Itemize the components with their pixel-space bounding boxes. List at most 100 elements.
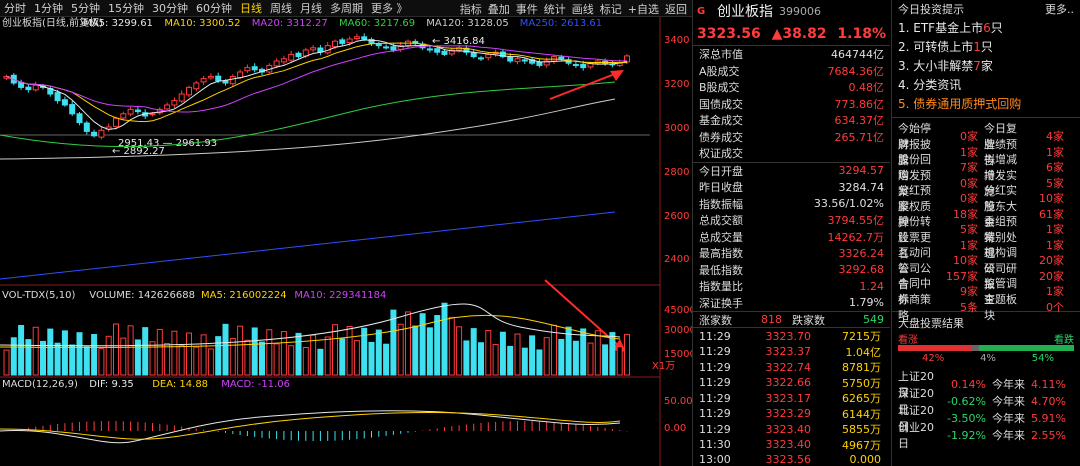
candle bbox=[156, 108, 163, 114]
stat-row[interactable]: 互动问答 10家 机构调研 20家 bbox=[892, 244, 1080, 275]
tool-0[interactable]: 指标 bbox=[459, 2, 482, 16]
tick-row[interactable]: 11:29 3323.37 1.04亿 bbox=[693, 344, 890, 360]
volume-bar bbox=[624, 333, 630, 376]
stat-value: 0个 bbox=[1046, 300, 1064, 314]
index-row[interactable]: 深证20日 -0.62% 今年来 4.70% bbox=[892, 385, 1080, 416]
quote-row-value: 464744亿 bbox=[831, 48, 884, 62]
stat-row[interactable]: 分红预案 0家 分红实施 10家 bbox=[892, 182, 1080, 213]
stock-chart[interactable]: 创业板指(日线,前复权)MA5: 3299.61 MA10: 3300.52 MA2… bbox=[0, 17, 692, 466]
tool-6[interactable]: +自选 bbox=[627, 2, 659, 16]
tip-item[interactable]: 4. 分类资讯 bbox=[892, 75, 1080, 94]
stat-row[interactable]: 财报披露 1家 业绩预告 1家 bbox=[892, 136, 1080, 167]
tick-time: 11:29 bbox=[699, 329, 731, 343]
tick-row[interactable]: 11:30 3323.40 4967万 bbox=[693, 437, 890, 453]
stat-row[interactable]: 股份转让 5家 重组预案 1家 bbox=[892, 213, 1080, 244]
tab-10[interactable]: 更多 》 bbox=[371, 2, 408, 15]
legend-item: MA5: 3299.61 bbox=[83, 18, 153, 29]
volume-bar bbox=[383, 343, 390, 376]
volume-bar bbox=[434, 315, 441, 376]
tab-8[interactable]: 月线 bbox=[300, 2, 322, 15]
news-title: 今日投资提示 bbox=[898, 3, 964, 16]
tip-text: 1. ETF基金上市 bbox=[898, 21, 984, 35]
index-row[interactable]: 上证20日 0.14% 今年来 4.11% bbox=[892, 368, 1080, 399]
tip-item[interactable]: 5. 债券通用质押式回购 bbox=[892, 94, 1080, 113]
volume-bar bbox=[543, 337, 550, 376]
stat-row[interactable]: 今始停牌 0家 今日复牌 4家 bbox=[892, 120, 1080, 151]
legend-item: MACD(12,26,9) bbox=[2, 379, 78, 390]
stat-row[interactable]: 股票更名 1家 特别处理 1家 bbox=[892, 229, 1080, 260]
candle bbox=[69, 104, 76, 115]
stat-label: 合同中标 bbox=[898, 277, 931, 306]
stat-value: 1家 bbox=[1046, 285, 1064, 298]
volume-bar bbox=[324, 336, 331, 376]
tool-1[interactable]: 叠加 bbox=[487, 2, 510, 16]
volume-bar bbox=[237, 325, 244, 376]
tab-9[interactable]: 多周期 bbox=[330, 2, 363, 15]
candle bbox=[186, 86, 192, 96]
tab-6[interactable]: 日线 bbox=[240, 2, 262, 15]
tab-0[interactable]: 分时 bbox=[4, 2, 26, 15]
tick-row[interactable]: 11:29 3322.66 5750万 bbox=[693, 375, 890, 391]
tab-2[interactable]: 5分钟 bbox=[71, 2, 100, 15]
candle bbox=[171, 100, 178, 106]
index-row[interactable]: 北证20日 -3.50% 今年来 5.91% bbox=[892, 402, 1080, 433]
candle bbox=[76, 113, 83, 124]
tab-4[interactable]: 30分钟 bbox=[152, 2, 188, 15]
stat-row[interactable]: 券商策略 5条 主题板块 0个 bbox=[892, 291, 1080, 322]
stat-row[interactable]: 公司公告 157家 公司研报 20家 bbox=[892, 260, 1080, 291]
tick-list[interactable]: 11:29 3323.70 7215万 11:29 3323.37 1.04亿 11:29 3… bbox=[693, 328, 890, 466]
tool-4[interactable]: 画线 bbox=[571, 2, 594, 16]
stat-label: 增发预案 bbox=[898, 168, 931, 198]
tab-5[interactable]: 60分钟 bbox=[196, 2, 232, 15]
macd-axis-tick: 0.00 bbox=[664, 423, 686, 434]
annotation-low: 2951.43 — 2961.93 bbox=[118, 138, 217, 149]
volume-bar bbox=[61, 330, 68, 376]
volume-bar bbox=[426, 327, 433, 376]
volume-bar bbox=[405, 311, 411, 376]
volume-bar bbox=[91, 334, 98, 376]
news-more-link[interactable]: 更多.. bbox=[1045, 3, 1074, 16]
bull-label[interactable]: 看涨 bbox=[898, 335, 918, 346]
candle bbox=[193, 82, 200, 90]
sentiment-bar bbox=[898, 345, 1074, 351]
stat-row[interactable]: 合同中标 9家 监管调查 1家 bbox=[892, 275, 1080, 306]
ma250-line bbox=[0, 211, 616, 280]
period-toolbar: 分时 1分钟 5分钟 15分钟 30分钟 60分钟 日线 周线 月线 多周期 更多 》 指标 叠加 事件… bbox=[0, 0, 692, 17]
tick-row[interactable]: 11:29 3323.40 5855万 bbox=[693, 421, 890, 437]
quote-row: 基金成交 634.37亿 bbox=[693, 112, 890, 129]
tool-3[interactable]: 统计 bbox=[543, 2, 566, 16]
tick-row[interactable]: 11:29 3323.29 6144万 bbox=[693, 406, 890, 422]
bear-label[interactable]: 看跌 bbox=[1054, 335, 1074, 346]
stat-row[interactable]: 增发预案 0家 增发实施 5家 bbox=[892, 167, 1080, 198]
price-axis-tick: 2800 bbox=[664, 167, 689, 178]
stat-row[interactable]: 股权质押 18家 股东大会 61家 bbox=[892, 198, 1080, 229]
down-count-label: 跌家数 bbox=[792, 313, 825, 327]
tip-item[interactable]: 3. 大小非解禁 7 家 bbox=[892, 56, 1080, 75]
candle bbox=[572, 64, 579, 67]
quote-row-label: 深总市值 bbox=[699, 48, 743, 62]
index-name: 深证20日 bbox=[898, 387, 934, 416]
tool-5[interactable]: 标记 bbox=[599, 2, 622, 16]
tool-2[interactable]: 事件 bbox=[515, 2, 538, 16]
tip-text: 5. 债券通用质押式回购 bbox=[898, 97, 1022, 111]
index-row[interactable]: 创业20日 -1.92% 今年来 2.55% bbox=[892, 419, 1080, 450]
volume-axis-tick: 45000 bbox=[664, 305, 692, 316]
candle bbox=[536, 61, 543, 66]
tick-price: 3323.40 bbox=[765, 438, 812, 451]
stat-row[interactable]: 股份回购 7家 拟增减持 6家 bbox=[892, 151, 1080, 182]
tab-3[interactable]: 15分钟 bbox=[108, 2, 144, 15]
tick-row[interactable]: 11:29 3322.74 8781万 bbox=[693, 359, 890, 375]
candle bbox=[310, 47, 317, 51]
tool-7[interactable]: 返回 bbox=[665, 2, 687, 16]
candle bbox=[521, 59, 528, 62]
tip-item[interactable]: 1. ETF基金上市 6 只 bbox=[892, 18, 1080, 37]
tab-1[interactable]: 1分钟 bbox=[34, 2, 63, 15]
tab-7[interactable]: 周线 bbox=[270, 2, 292, 15]
tick-row[interactable]: 11:29 3323.17 6265万 bbox=[693, 390, 890, 406]
tip-item[interactable]: 2. 可转债上市 1 只 bbox=[892, 37, 1080, 56]
annotation-low: ← 2892.27 bbox=[112, 146, 165, 157]
bear-pct: 54% bbox=[1031, 353, 1054, 364]
tick-row[interactable]: 13:00 3323.56 0.000 bbox=[693, 452, 890, 466]
candle bbox=[507, 56, 514, 62]
tick-row[interactable]: 11:29 3323.70 7215万 bbox=[693, 328, 890, 344]
